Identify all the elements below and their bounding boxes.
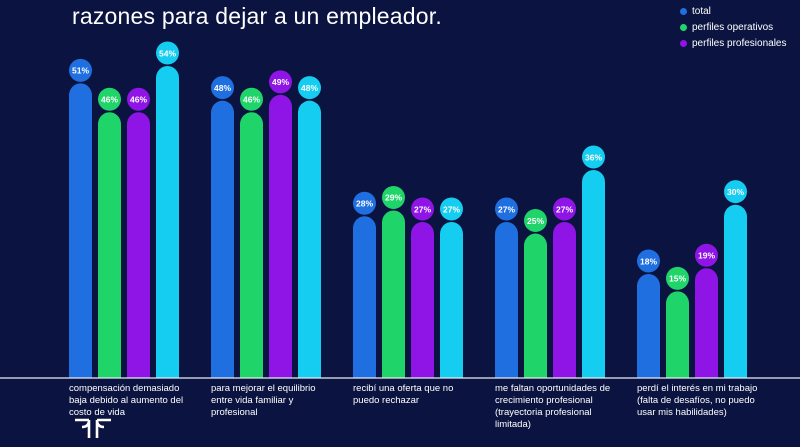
value-bubble-1-2 — [269, 70, 292, 94]
legend-dot-icon — [680, 24, 687, 31]
bar-1-0 — [211, 100, 234, 378]
bar-0-2 — [127, 112, 150, 378]
value-label-4-3: 30% — [727, 187, 744, 197]
bar-2-1 — [382, 210, 405, 378]
chart-legend: total perfiles operativos perfiles profe… — [680, 6, 798, 54]
legend-item-total: total — [680, 6, 798, 17]
value-bubble-2-0 — [353, 191, 376, 215]
legend-dot-icon — [680, 8, 687, 15]
bar-4-0 — [637, 274, 660, 378]
bar-4-3 — [724, 204, 747, 378]
bar-3-0 — [495, 222, 518, 378]
legend-item-perfiles-profesionales: perfiles profesionales — [680, 38, 798, 49]
bar-0-0 — [69, 83, 92, 378]
value-bubble-4-3 — [724, 180, 747, 204]
value-label-0-0: 51% — [72, 66, 89, 76]
bar-3-2 — [553, 222, 576, 378]
value-bubble-0-2 — [127, 87, 150, 111]
value-bubble-2-3 — [440, 197, 463, 221]
bar-4-2 — [695, 268, 718, 378]
bar-3-3 — [582, 170, 605, 378]
value-bubble-1-0 — [211, 76, 234, 100]
value-label-2-1: 29% — [385, 193, 402, 203]
bar-3-1 — [524, 233, 547, 378]
value-label-2-2: 27% — [414, 204, 431, 214]
value-label-3-3: 36% — [585, 152, 602, 162]
bar-2-3 — [440, 222, 463, 378]
bar-4-1 — [666, 291, 689, 378]
bar-0-3 — [156, 66, 179, 378]
bar-1-3 — [298, 100, 321, 378]
bar-0-1 — [98, 112, 121, 378]
value-bubble-4-1 — [666, 266, 689, 290]
legend-item-perfiles-operativos: perfiles operativos — [680, 22, 798, 33]
bar-2-2 — [411, 222, 434, 378]
category-label-1: para mejorar el equilibrio entre vida fa… — [211, 383, 316, 418]
value-label-3-1: 25% — [527, 216, 544, 226]
value-label-4-0: 18% — [640, 256, 657, 266]
value-label-1-1: 46% — [243, 95, 260, 105]
legend-dot-icon — [680, 40, 687, 47]
value-label-4-1: 15% — [669, 274, 686, 284]
bar-1-1 — [240, 112, 263, 378]
value-label-3-0: 27% — [498, 204, 515, 214]
value-bubble-3-0 — [495, 197, 518, 221]
category-label-0: compensación demasiado baja debido al au… — [69, 383, 184, 418]
bar-1-2 — [269, 94, 292, 379]
category-label-2: recibí una oferta que no puedo rechazar — [353, 383, 454, 406]
value-label-1-0: 48% — [214, 83, 231, 93]
value-bubble-2-1 — [382, 185, 405, 209]
category-label-4: perdí el interés en mi trabajo (falta de… — [637, 383, 758, 418]
value-bubble-0-1 — [98, 87, 121, 111]
value-label-4-2: 19% — [698, 251, 715, 261]
chart-title: razones para dejar a un empleador. — [72, 3, 442, 29]
value-bubble-2-2 — [411, 197, 434, 221]
legend-label: total — [692, 6, 711, 17]
legend-label: perfiles profesionales — [692, 38, 787, 49]
value-label-1-3: 48% — [301, 83, 318, 93]
value-label-2-3: 27% — [443, 204, 460, 214]
legend-label: perfiles operativos — [692, 22, 774, 33]
value-bubble-0-0 — [69, 58, 92, 82]
value-bubble-3-1 — [524, 209, 547, 233]
value-bubble-4-0 — [637, 249, 660, 273]
value-bubble-1-1 — [240, 87, 263, 111]
value-label-0-3: 54% — [159, 48, 176, 58]
value-bubble-0-3 — [156, 41, 179, 65]
value-label-1-2: 49% — [272, 77, 289, 87]
bar-2-0 — [353, 216, 376, 378]
value-label-0-1: 46% — [101, 95, 118, 105]
value-bubble-1-3 — [298, 76, 321, 100]
category-label-3: me faltan oportunidades de crecimiento p… — [495, 383, 611, 430]
value-label-2-0: 28% — [356, 199, 373, 209]
value-bubble-4-2 — [695, 243, 718, 267]
value-bubble-3-2 — [553, 197, 576, 221]
value-bubble-3-3 — [582, 145, 605, 169]
randstad-logo-icon — [75, 418, 111, 438]
value-label-0-2: 46% — [130, 95, 147, 105]
value-label-3-2: 27% — [556, 204, 573, 214]
